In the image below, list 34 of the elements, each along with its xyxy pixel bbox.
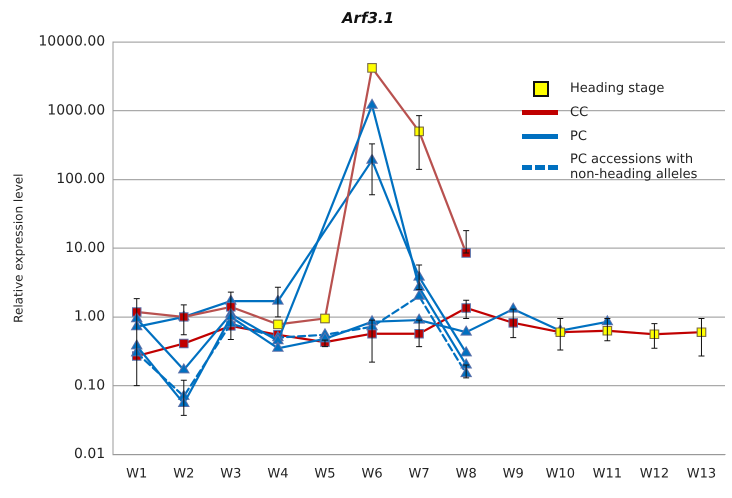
x-tick-label: W11 [592,466,622,482]
x-tick-label: W10 [546,466,575,482]
x-tick-label: W8 [456,466,477,482]
point [272,342,284,352]
y-tick-label: 100.00 [56,171,106,188]
x-tick-label: W1 [126,466,148,482]
x-tick-label: W13 [686,466,716,482]
y-tick-label: 0.01 [74,446,106,462]
y-tick-label: 1.00 [74,308,106,325]
y-tick-label: 0.10 [74,377,106,394]
point [460,346,472,356]
x-tick-label: W6 [361,466,383,482]
point [366,98,378,109]
point [413,290,425,300]
legend-label: PC [570,128,587,144]
x-tick-label: W7 [408,466,430,482]
point [460,326,472,336]
y-tick-label: 10.00 [65,240,106,256]
point [179,338,189,348]
y-axis-title: Relative expression level [11,174,26,323]
chart-title: Arf3.1 [340,8,394,27]
x-tick-label: W9 [502,466,524,482]
legend-label: Heading stage [570,80,664,96]
x-tick-label: W3 [220,466,242,482]
legend-label: PC accessions with non-heading alleles [570,152,698,182]
x-tick-label: W4 [267,466,288,482]
y-tick-label: 1000.00 [47,102,106,118]
x-tick-label: W12 [640,466,670,482]
point [178,363,190,374]
legend-label: CC [570,104,588,120]
x-tick-label: W2 [173,466,194,482]
y-tick-label: 10000.00 [38,34,106,50]
x-tick-label: W5 [314,466,336,482]
point [272,334,284,344]
